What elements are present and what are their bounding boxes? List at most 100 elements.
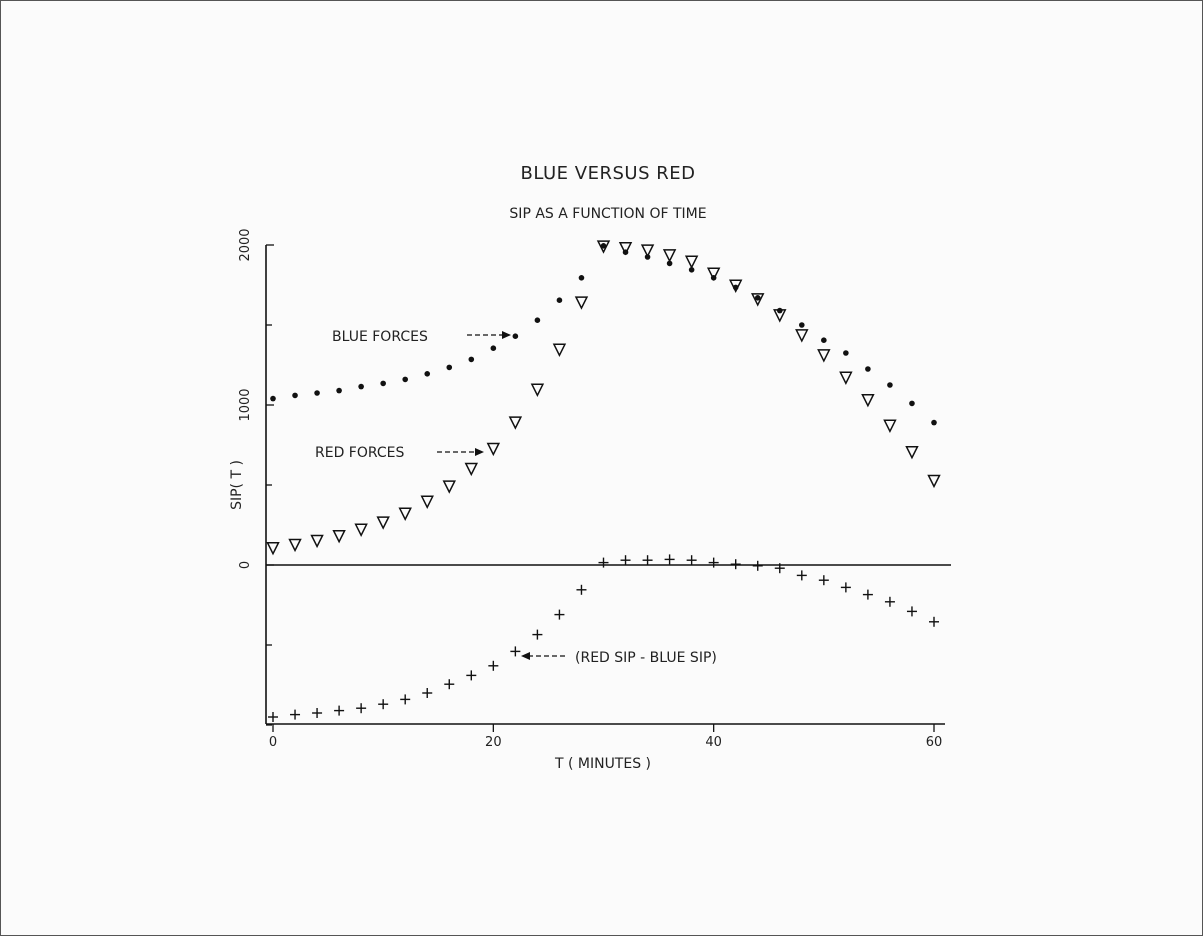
red-forces-point (751, 293, 765, 307)
sip-difference-point (774, 563, 785, 574)
blue-forces-point (292, 392, 298, 399)
blue-forces-point (314, 390, 320, 396)
red-forces-point (795, 329, 809, 343)
blue-forces-point (402, 376, 409, 383)
sip-difference-point (664, 554, 675, 565)
sip-difference-point (929, 616, 939, 627)
x-tick-label: 40 (705, 735, 722, 750)
x-tick-label: 0 (269, 735, 277, 750)
red-forces-point (332, 529, 346, 544)
x-tick-label: 20 (485, 735, 502, 750)
red-forces-point (288, 538, 302, 553)
x-tick-label: 60 (926, 735, 943, 750)
red-forces-point (662, 249, 677, 263)
red-forces-point (420, 495, 434, 509)
annotation-blue-forces: BLUE FORCES (332, 329, 428, 345)
x-axis-label: T ( MINUTES ) (554, 756, 651, 772)
blue-forces-point (799, 322, 805, 328)
red-forces-point (464, 462, 479, 477)
red-forces-point (552, 343, 567, 357)
sip-difference-point (444, 679, 455, 690)
sip-difference-point (532, 629, 543, 640)
blue-forces-point (468, 356, 475, 363)
annotation-diff: (RED SIP - BLUE SIP) (575, 650, 717, 666)
sip-difference-point (378, 699, 389, 710)
blue-forces-point (534, 317, 541, 324)
sip-difference-point (620, 555, 631, 566)
blue-forces-point (821, 337, 827, 344)
blue-forces-point (490, 345, 497, 352)
blue-forces-point (865, 366, 871, 372)
y-tick-label: 1000 (238, 388, 253, 421)
sip-difference-point (708, 557, 719, 568)
sip-difference-point (576, 584, 587, 595)
data-points-group (266, 240, 941, 722)
y-axis-label: SIP( T ) (229, 460, 245, 510)
red-forces-point (883, 419, 897, 433)
blue-forces-point (424, 371, 431, 377)
blue-forces-point (336, 387, 342, 394)
blue-forces-point (600, 243, 607, 249)
y-tick-label: 0 (238, 561, 253, 569)
sip-difference-point (906, 606, 917, 617)
blue-forces-point (512, 333, 519, 340)
red-forces-point (596, 240, 611, 254)
red-forces-point (684, 255, 699, 269)
sip-difference-point (466, 670, 477, 681)
sip-difference-point (686, 555, 697, 566)
red-forces-point (640, 244, 655, 258)
annotation-red-arrowhead (475, 448, 484, 456)
red-forces-point (398, 507, 412, 521)
red-forces-point (310, 534, 324, 549)
sip-difference-point (642, 555, 653, 566)
sip-difference-point (268, 712, 278, 722)
chart-title: BLUE VERSUS RED (521, 163, 696, 184)
sip-difference-point (312, 708, 323, 718)
blue-forces-point (843, 350, 849, 356)
sip-difference-point (862, 589, 873, 600)
red-forces-point (442, 480, 456, 494)
red-forces-point (706, 267, 721, 281)
blue-forces-point (270, 395, 276, 402)
sip-difference-point (730, 559, 741, 570)
red-forces-point (861, 393, 875, 408)
annotation-diff-arrowhead (521, 652, 530, 660)
sip-difference-point (334, 705, 345, 716)
blue-forces-point (688, 267, 695, 273)
sip-difference-point (818, 575, 829, 586)
red-forces-point (728, 279, 743, 293)
blue-forces-point (931, 419, 937, 426)
sip-difference-point (796, 570, 807, 581)
blue-forces-point (446, 364, 453, 371)
sip-difference-point (290, 709, 301, 720)
red-forces-point (508, 416, 523, 430)
red-forces-point (376, 516, 390, 530)
chart-subtitle: SIP AS A FUNCTION OF TIME (509, 206, 706, 222)
red-forces-point (773, 309, 787, 323)
sip-difference-point (356, 703, 367, 714)
red-forces-point (266, 541, 280, 556)
blue-forces-point (556, 297, 563, 304)
red-forces-point (530, 383, 545, 397)
blue-forces-point (754, 295, 761, 301)
sip-difference-point (510, 646, 521, 657)
red-forces-point (905, 445, 919, 460)
sip-difference-point (488, 660, 499, 671)
annotation-red-forces: RED FORCES (315, 445, 405, 461)
sip-difference-point (400, 694, 411, 705)
red-forces-point (618, 241, 633, 256)
red-forces-point (927, 474, 941, 489)
annotations-group: BLUE FORCES RED FORCES (RED SIP - BLUE S… (315, 329, 717, 666)
annotation-blue-arrowhead (502, 331, 511, 339)
blue-forces-point (909, 400, 915, 407)
red-forces-point (486, 442, 501, 457)
sip-difference-point (554, 609, 565, 620)
ticks-group: 0 1000 2000 0 20 40 60 (238, 228, 942, 750)
red-forces-point (574, 296, 589, 310)
blue-forces-point (358, 383, 364, 390)
blue-forces-point (578, 275, 585, 281)
blue-forces-point (887, 382, 893, 388)
sip-difference-point (598, 557, 609, 568)
